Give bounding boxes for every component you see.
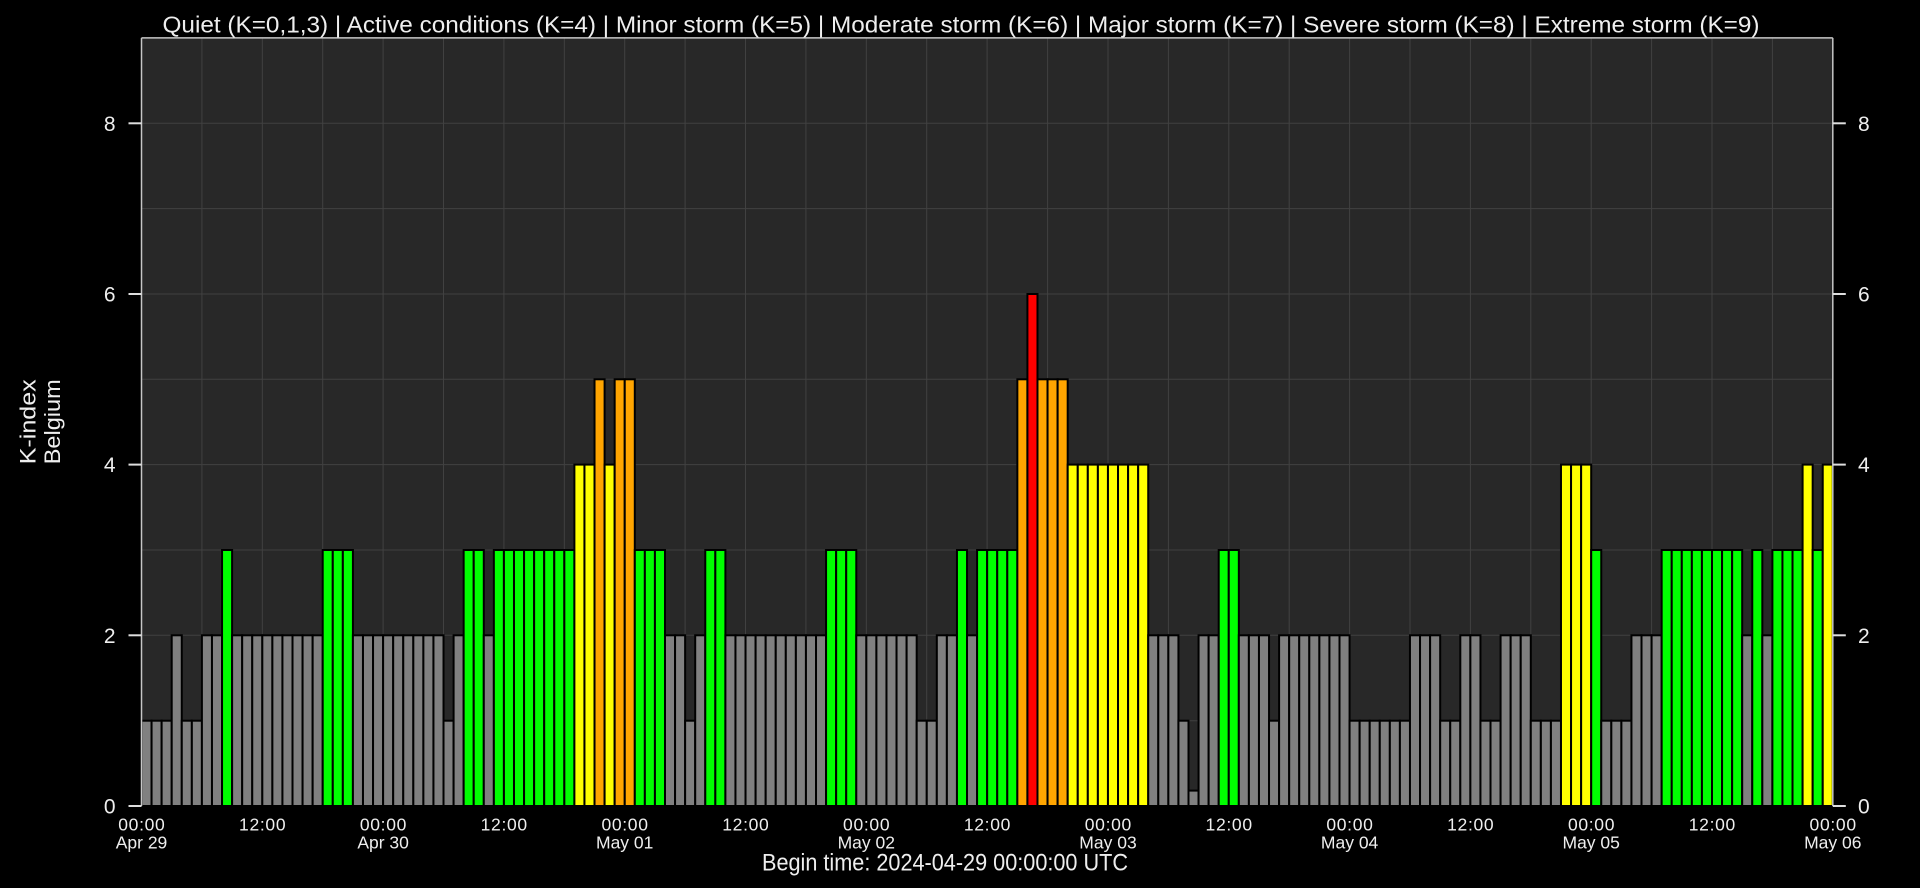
svg-text:12:00: 12:00 — [481, 815, 528, 835]
svg-text:12:00: 12:00 — [964, 815, 1011, 835]
svg-text:00:00: 00:00 — [1568, 815, 1615, 835]
svg-text:K-index: K-index — [16, 379, 41, 464]
svg-text:00:00: 00:00 — [360, 815, 407, 835]
svg-text:12:00: 12:00 — [1447, 815, 1494, 835]
svg-text:00:00: 00:00 — [118, 815, 165, 835]
svg-text:12:00: 12:00 — [1206, 815, 1253, 835]
svg-text:00:00: 00:00 — [1085, 815, 1132, 835]
svg-text:4: 4 — [1858, 454, 1870, 477]
svg-text:May 04: May 04 — [1321, 833, 1379, 853]
svg-text:Apr 30: Apr 30 — [357, 833, 409, 853]
svg-text:6: 6 — [104, 284, 116, 307]
svg-text:May 02: May 02 — [838, 833, 895, 853]
svg-text:Begin time: 2024-04-29 00:00:0: Begin time: 2024-04-29 00:00:00 UTC — [762, 850, 1128, 877]
svg-text:May 06: May 06 — [1804, 833, 1861, 853]
svg-text:00:00: 00:00 — [601, 815, 648, 835]
svg-text:00:00: 00:00 — [843, 815, 890, 835]
svg-text:May 03: May 03 — [1079, 833, 1136, 853]
svg-text:Belgium: Belgium — [40, 379, 65, 464]
svg-text:Apr 29: Apr 29 — [116, 833, 168, 853]
svg-text:00:00: 00:00 — [1326, 815, 1373, 835]
svg-text:12:00: 12:00 — [722, 815, 769, 835]
svg-text:0: 0 — [104, 796, 116, 819]
svg-text:4: 4 — [104, 454, 116, 477]
svg-text:8: 8 — [104, 113, 116, 136]
svg-text:0: 0 — [1858, 796, 1870, 819]
svg-text:May 05: May 05 — [1563, 833, 1620, 853]
svg-text:2: 2 — [104, 625, 116, 648]
svg-text:12:00: 12:00 — [239, 815, 286, 835]
svg-text:00:00: 00:00 — [1810, 815, 1857, 835]
svg-text:May 01: May 01 — [596, 833, 653, 853]
svg-text:2: 2 — [1858, 625, 1870, 648]
svg-text:8: 8 — [1858, 113, 1870, 136]
svg-text:Quiet (K=0,1,3) | Active condi: Quiet (K=0,1,3) | Active conditions (K=4… — [163, 12, 1760, 38]
svg-text:6: 6 — [1858, 284, 1870, 307]
svg-text:12:00: 12:00 — [1689, 815, 1736, 835]
